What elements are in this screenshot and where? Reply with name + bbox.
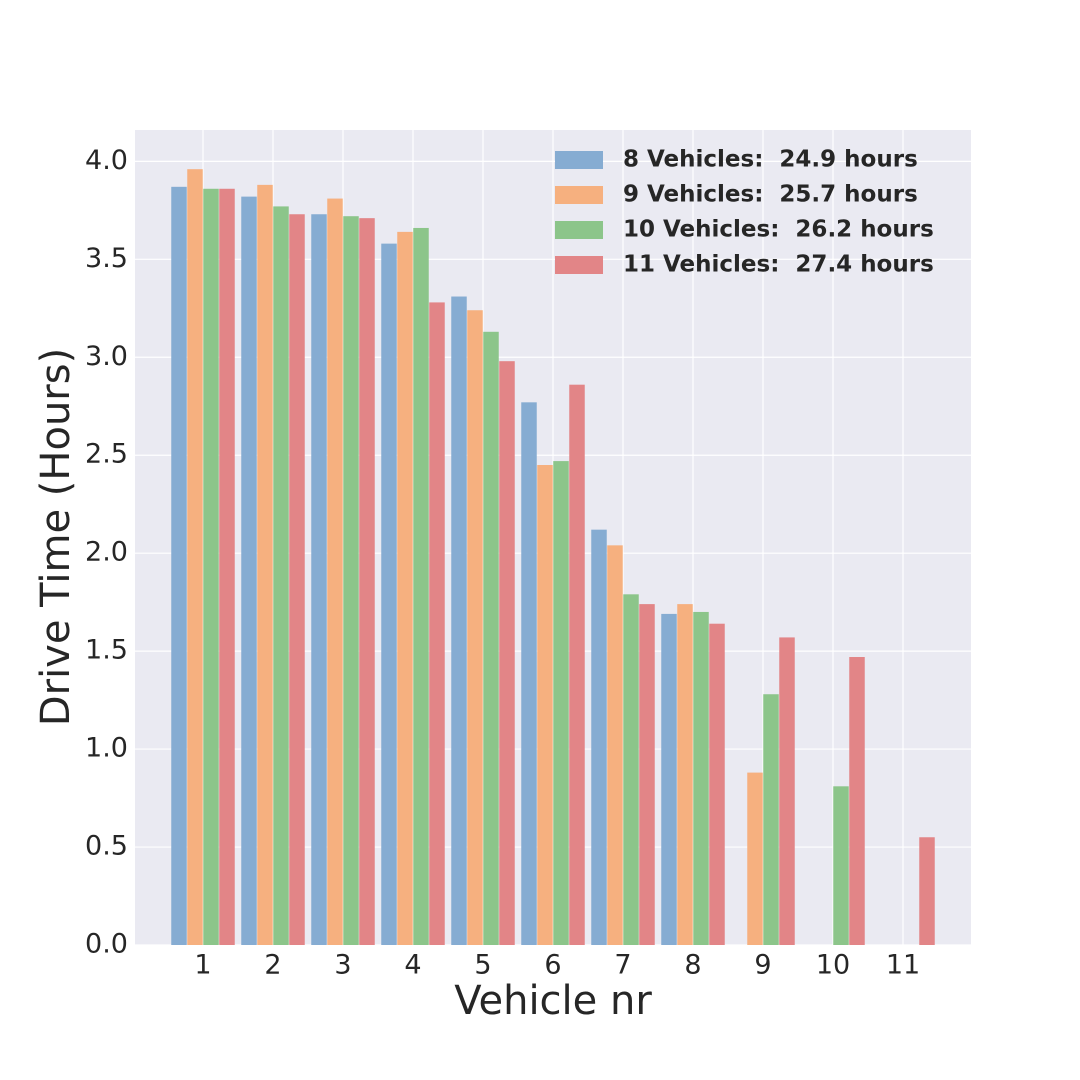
bar bbox=[693, 611, 709, 945]
bar bbox=[219, 188, 235, 945]
legend-swatch bbox=[555, 186, 603, 204]
bar bbox=[537, 465, 553, 945]
bar bbox=[273, 206, 289, 945]
bar bbox=[677, 604, 693, 945]
bar bbox=[483, 331, 499, 945]
x-tick-label: 8 bbox=[684, 950, 701, 981]
y-tick-label: 0.0 bbox=[85, 929, 128, 960]
legend-swatch bbox=[555, 151, 603, 169]
bar bbox=[779, 637, 795, 945]
bar bbox=[171, 186, 187, 945]
legend-label: 9 Vehicles: 25.7 hours bbox=[623, 182, 918, 208]
x-tick-label: 1 bbox=[194, 950, 211, 981]
bar bbox=[709, 623, 725, 945]
bar bbox=[187, 169, 203, 946]
x-axis-label: Vehicle nr bbox=[454, 978, 652, 1024]
y-tick-label: 3.5 bbox=[85, 243, 128, 274]
bar bbox=[467, 310, 483, 946]
y-tick-label: 2.5 bbox=[85, 439, 128, 470]
bar bbox=[521, 402, 537, 945]
x-tick-label: 7 bbox=[614, 950, 631, 981]
bar bbox=[241, 196, 257, 945]
x-tick-label: 10 bbox=[816, 950, 850, 981]
legend-swatch bbox=[555, 256, 603, 274]
bar bbox=[919, 837, 935, 945]
legend-label: 8 Vehicles: 24.9 hours bbox=[623, 147, 918, 173]
bar bbox=[569, 384, 585, 945]
bar bbox=[289, 214, 305, 945]
legend-label: 11 Vehicles: 27.4 hours bbox=[623, 252, 934, 278]
y-tick-label: 1.5 bbox=[85, 635, 128, 666]
x-tick-label: 9 bbox=[754, 950, 771, 981]
x-tick-label: 5 bbox=[474, 950, 491, 981]
bar bbox=[343, 216, 359, 946]
bar bbox=[359, 218, 375, 945]
bar bbox=[747, 772, 763, 945]
bar bbox=[639, 604, 655, 945]
y-tick-label: 0.5 bbox=[85, 831, 128, 862]
x-tick-label: 3 bbox=[334, 950, 351, 981]
bar bbox=[763, 694, 779, 945]
bar bbox=[591, 529, 607, 945]
bar bbox=[661, 613, 677, 945]
x-tick-label: 6 bbox=[544, 950, 561, 981]
bar bbox=[623, 594, 639, 945]
x-tick-label: 2 bbox=[264, 950, 281, 981]
bar bbox=[499, 361, 515, 946]
bar bbox=[849, 657, 865, 945]
y-tick-label: 2.0 bbox=[85, 537, 128, 568]
bar bbox=[397, 231, 413, 945]
y-tick-label: 3.0 bbox=[85, 341, 128, 372]
y-tick-label: 4.0 bbox=[85, 145, 128, 176]
y-axis-label: Drive Time (Hours) bbox=[33, 348, 79, 726]
bar bbox=[203, 188, 219, 945]
bar bbox=[553, 461, 569, 945]
bar bbox=[311, 214, 327, 945]
bar bbox=[327, 198, 343, 946]
legend-swatch bbox=[555, 221, 603, 239]
x-tick-label: 11 bbox=[886, 950, 920, 981]
bar bbox=[413, 227, 429, 945]
y-tick-label: 1.0 bbox=[85, 733, 128, 764]
bar bbox=[833, 786, 849, 945]
x-tick-label: 4 bbox=[404, 950, 421, 981]
bar bbox=[257, 184, 273, 945]
bar bbox=[607, 545, 623, 945]
bar bbox=[429, 302, 445, 946]
bar bbox=[451, 296, 467, 945]
legend-label: 10 Vehicles: 26.2 hours bbox=[623, 217, 934, 243]
bar bbox=[381, 243, 397, 945]
